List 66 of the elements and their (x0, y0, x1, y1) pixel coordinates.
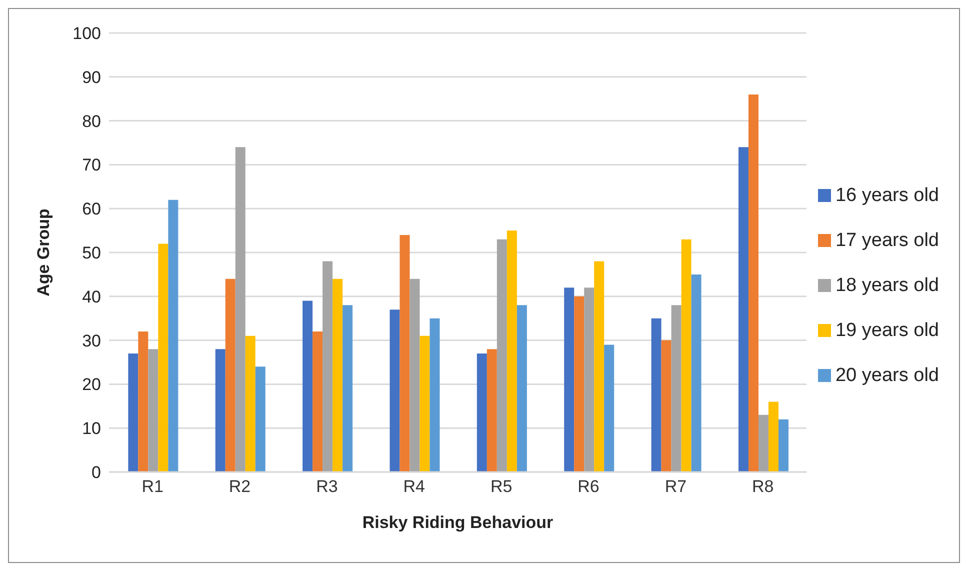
x-tick-label: R6 (578, 477, 600, 496)
legend-label: 18 years old (835, 275, 939, 296)
bar (486, 349, 497, 472)
x-tick-label: R4 (403, 477, 426, 496)
bar (681, 239, 692, 472)
legend-label: 16 years old (835, 185, 939, 206)
bar (302, 300, 313, 472)
y-tick-label: 100 (72, 24, 101, 44)
x-tick-label: R5 (490, 477, 512, 496)
bar (671, 305, 682, 472)
bar (738, 147, 748, 472)
bar (691, 274, 702, 472)
bar (778, 419, 788, 472)
bar (584, 288, 594, 472)
bar (574, 296, 584, 472)
y-tick-label: 40 (82, 287, 101, 306)
y-tick-label: 70 (82, 156, 101, 175)
bar (661, 340, 672, 472)
bar (390, 310, 400, 472)
bar (235, 147, 246, 472)
x-tick-label: R2 (228, 477, 251, 496)
y-tick-label: 90 (82, 68, 101, 87)
bar (476, 353, 487, 472)
x-tick-label: R7 (664, 477, 687, 496)
legend-label: 19 years old (835, 320, 939, 341)
bar (255, 366, 266, 472)
bar (604, 344, 614, 472)
bar (128, 353, 138, 472)
y-tick-label: 50 (82, 244, 101, 263)
bar (322, 261, 333, 472)
bar (168, 200, 178, 472)
x-tick-label: R1 (142, 477, 164, 496)
bar (768, 402, 778, 472)
bar (651, 318, 662, 472)
bar (564, 288, 574, 472)
y-tick-label: 20 (82, 375, 101, 394)
x-tick-label: R8 (752, 477, 774, 496)
bar (225, 278, 236, 472)
bar (245, 336, 256, 472)
y-tick-label: 60 (82, 200, 101, 219)
bar (430, 318, 440, 472)
bar (516, 305, 527, 472)
bar (594, 261, 604, 472)
bar (748, 94, 758, 472)
bar (148, 349, 158, 472)
y-tick-label: 80 (82, 112, 101, 131)
y-axis-title: Age Group (34, 208, 54, 296)
y-tick-label: 0 (92, 463, 101, 482)
bar (400, 234, 410, 472)
bar (496, 239, 507, 472)
y-tick-label: 10 (82, 419, 101, 438)
legend-label: 17 years old (835, 230, 939, 251)
bar (420, 336, 430, 472)
x-axis-title: Risky Riding Behaviour (362, 513, 554, 532)
legend-label: 20 years old (835, 365, 939, 386)
y-tick-label: 30 (82, 331, 101, 350)
bar (138, 332, 148, 472)
bar (158, 244, 168, 472)
bar (506, 230, 517, 472)
bar (410, 278, 420, 472)
bar (312, 332, 323, 472)
bar (758, 414, 768, 472)
x-tick-label: R3 (316, 477, 338, 496)
bar (215, 349, 226, 472)
bar (342, 305, 353, 472)
bar (332, 278, 343, 472)
